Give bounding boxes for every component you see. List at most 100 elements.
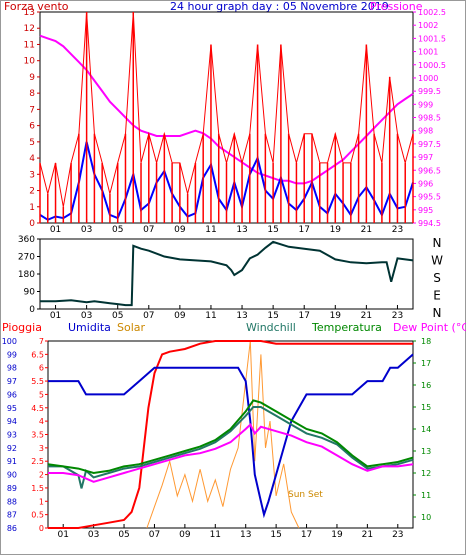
pressure-tick-label: 994.5 <box>418 219 441 228</box>
wind-tick-label: 8 <box>29 89 35 99</box>
wind-axis-title: Forza vento <box>4 0 69 13</box>
pressure-tick-label: 1001 <box>418 48 438 57</box>
rain-tick-label: 6.5 <box>31 350 44 359</box>
pressure-tick-label: 1002 <box>418 21 438 30</box>
gust-line <box>39 11 414 207</box>
direction-tick-label: 90 <box>24 288 36 298</box>
hour-tick-label: 05 <box>112 225 123 235</box>
solar-axis-title: Solar <box>117 321 146 334</box>
direction-y-axis: 0 90 180 270 360 <box>18 235 40 315</box>
rain-tick-label: 7 <box>39 337 44 346</box>
rain-tick-label: 1 <box>39 497 44 506</box>
temperature-axis-title: Temperatura <box>311 321 382 334</box>
temp-tick-label: 15 <box>421 403 431 412</box>
direction-hour-tick-label: 13 <box>236 311 247 321</box>
pressure-y-axis: 994.5 995 995.5 996 996.5 997 997.5 998 998.5 999… <box>413 8 446 228</box>
hour-tick-label: 11 <box>205 225 216 235</box>
temp-hour-tick-label: 03 <box>88 530 99 540</box>
humidity-tick-label: 92 <box>7 444 17 453</box>
temp-hour-tick-label: 15 <box>270 530 281 540</box>
humidity-tick-label: 91 <box>7 457 17 466</box>
rain-tick-label: 2.5 <box>31 457 44 466</box>
humidity-tick-label: 94 <box>7 417 17 426</box>
temp-tick-label: 13 <box>421 447 431 456</box>
direction-tick-label: 0 <box>29 305 35 315</box>
humidity-tick-label: 90 <box>7 471 17 480</box>
temp-hour-tick-label: 11 <box>210 530 221 540</box>
compass-label: N <box>433 306 442 320</box>
rain-tick-label: 4 <box>39 417 44 426</box>
windchill-line <box>48 406 414 489</box>
temp-tick-label: 12 <box>421 469 431 478</box>
temp-humidity-series <box>47 340 414 529</box>
direction-hour-tick-label: 03 <box>81 311 92 321</box>
wind-tick-label: 0 <box>29 219 35 229</box>
pressure-tick-label: 996 <box>418 179 433 188</box>
hour-tick-label: 23 <box>392 225 403 235</box>
rain-tick-label: 3.5 <box>31 431 44 440</box>
rain-tick-label: 1.5 <box>31 484 44 493</box>
temp-hour-tick-label: 07 <box>149 530 160 540</box>
wind-tick-label: 1 <box>29 203 35 213</box>
wind-tick-label: 7 <box>29 105 35 115</box>
wind-tick-label: 10 <box>24 57 36 67</box>
solar-line <box>146 340 300 529</box>
temp-humidity-panel <box>47 340 414 529</box>
pressure-tick-label: 999 <box>418 100 433 109</box>
rain-tick-label: 0.5 <box>31 511 44 520</box>
direction-hour-tick-label: 21 <box>361 311 372 321</box>
hour-tick-label: 21 <box>361 225 372 235</box>
pressure-tick-label: 995 <box>418 206 433 215</box>
temp-hour-tick-label: 01 <box>57 530 68 540</box>
direction-hour-tick-label: 23 <box>392 311 403 321</box>
temp-humidity-axes: 86 87 88 89 90 91 92 93 94 95 96 97 98 99 100 0 0.5 1 1.5 2… <box>2 337 431 540</box>
rain-tick-label: 5 <box>39 390 44 399</box>
pressure-tick-label: 1000 <box>418 74 438 83</box>
sunset-annotation: Sun Set <box>288 490 323 500</box>
rain-tick-label: 5.5 <box>31 377 44 386</box>
pressure-tick-label: 997.5 <box>418 140 441 149</box>
direction-tick-label: 360 <box>18 235 35 245</box>
hour-tick-label: 07 <box>143 225 154 235</box>
compass-label: S <box>433 271 441 285</box>
pressure-tick-label: 998.5 <box>418 114 441 123</box>
wind-pressure-series <box>39 11 414 223</box>
pressure-tick-label: 996.5 <box>418 166 441 175</box>
direction-panel <box>39 238 414 310</box>
wind-tick-label: 3 <box>29 170 35 180</box>
humidity-tick-label: 99 <box>7 350 17 359</box>
temp-tick-label: 17 <box>421 359 431 368</box>
temperature-line <box>47 399 414 475</box>
temp-hour-tick-label: 09 <box>179 530 191 540</box>
humidity-tick-label: 96 <box>7 390 17 399</box>
temp-tick-label: 18 <box>421 337 431 346</box>
hour-tick-label: 15 <box>267 225 278 235</box>
direction-line <box>40 240 414 307</box>
wind-tick-label: 9 <box>29 73 35 83</box>
compass-label: N <box>433 236 442 250</box>
direction-hour-tick-label: 07 <box>143 311 154 321</box>
pressure-tick-label: 995.5 <box>418 193 441 202</box>
temp-hour-tick-label: 23 <box>392 530 403 540</box>
humidity-tick-label: 87 <box>7 511 17 520</box>
hour-tick-label: 17 <box>298 225 309 235</box>
pressure-tick-label: 997 <box>418 153 433 162</box>
direction-series: 01 03 05 07 09 11 13 15 17 19 21 23 <box>40 240 414 321</box>
pressure-tick-label: 1001.5 <box>418 34 446 43</box>
chart-title: 24 hour graph day : 05 Novembre 2019 <box>170 0 389 13</box>
direction-hour-tick-label: 19 <box>330 311 342 321</box>
temp-tick-label: 11 <box>421 491 431 500</box>
wind-tick-label: 5 <box>29 138 35 148</box>
pressure-tick-label: 999.5 <box>418 87 441 96</box>
pressure-line <box>39 34 414 185</box>
windchill-axis-title: Windchill <box>246 321 296 334</box>
wind-tick-label: 11 <box>24 40 35 50</box>
temp-hour-tick-label: 13 <box>240 530 251 540</box>
dewpoint-line <box>48 422 414 483</box>
pressure-tick-label: 1002.5 <box>418 8 446 17</box>
rain-tick-label: 0 <box>39 524 44 533</box>
temp-hour-tick-label: 21 <box>362 530 373 540</box>
temp-hour-tick-label: 17 <box>301 530 312 540</box>
